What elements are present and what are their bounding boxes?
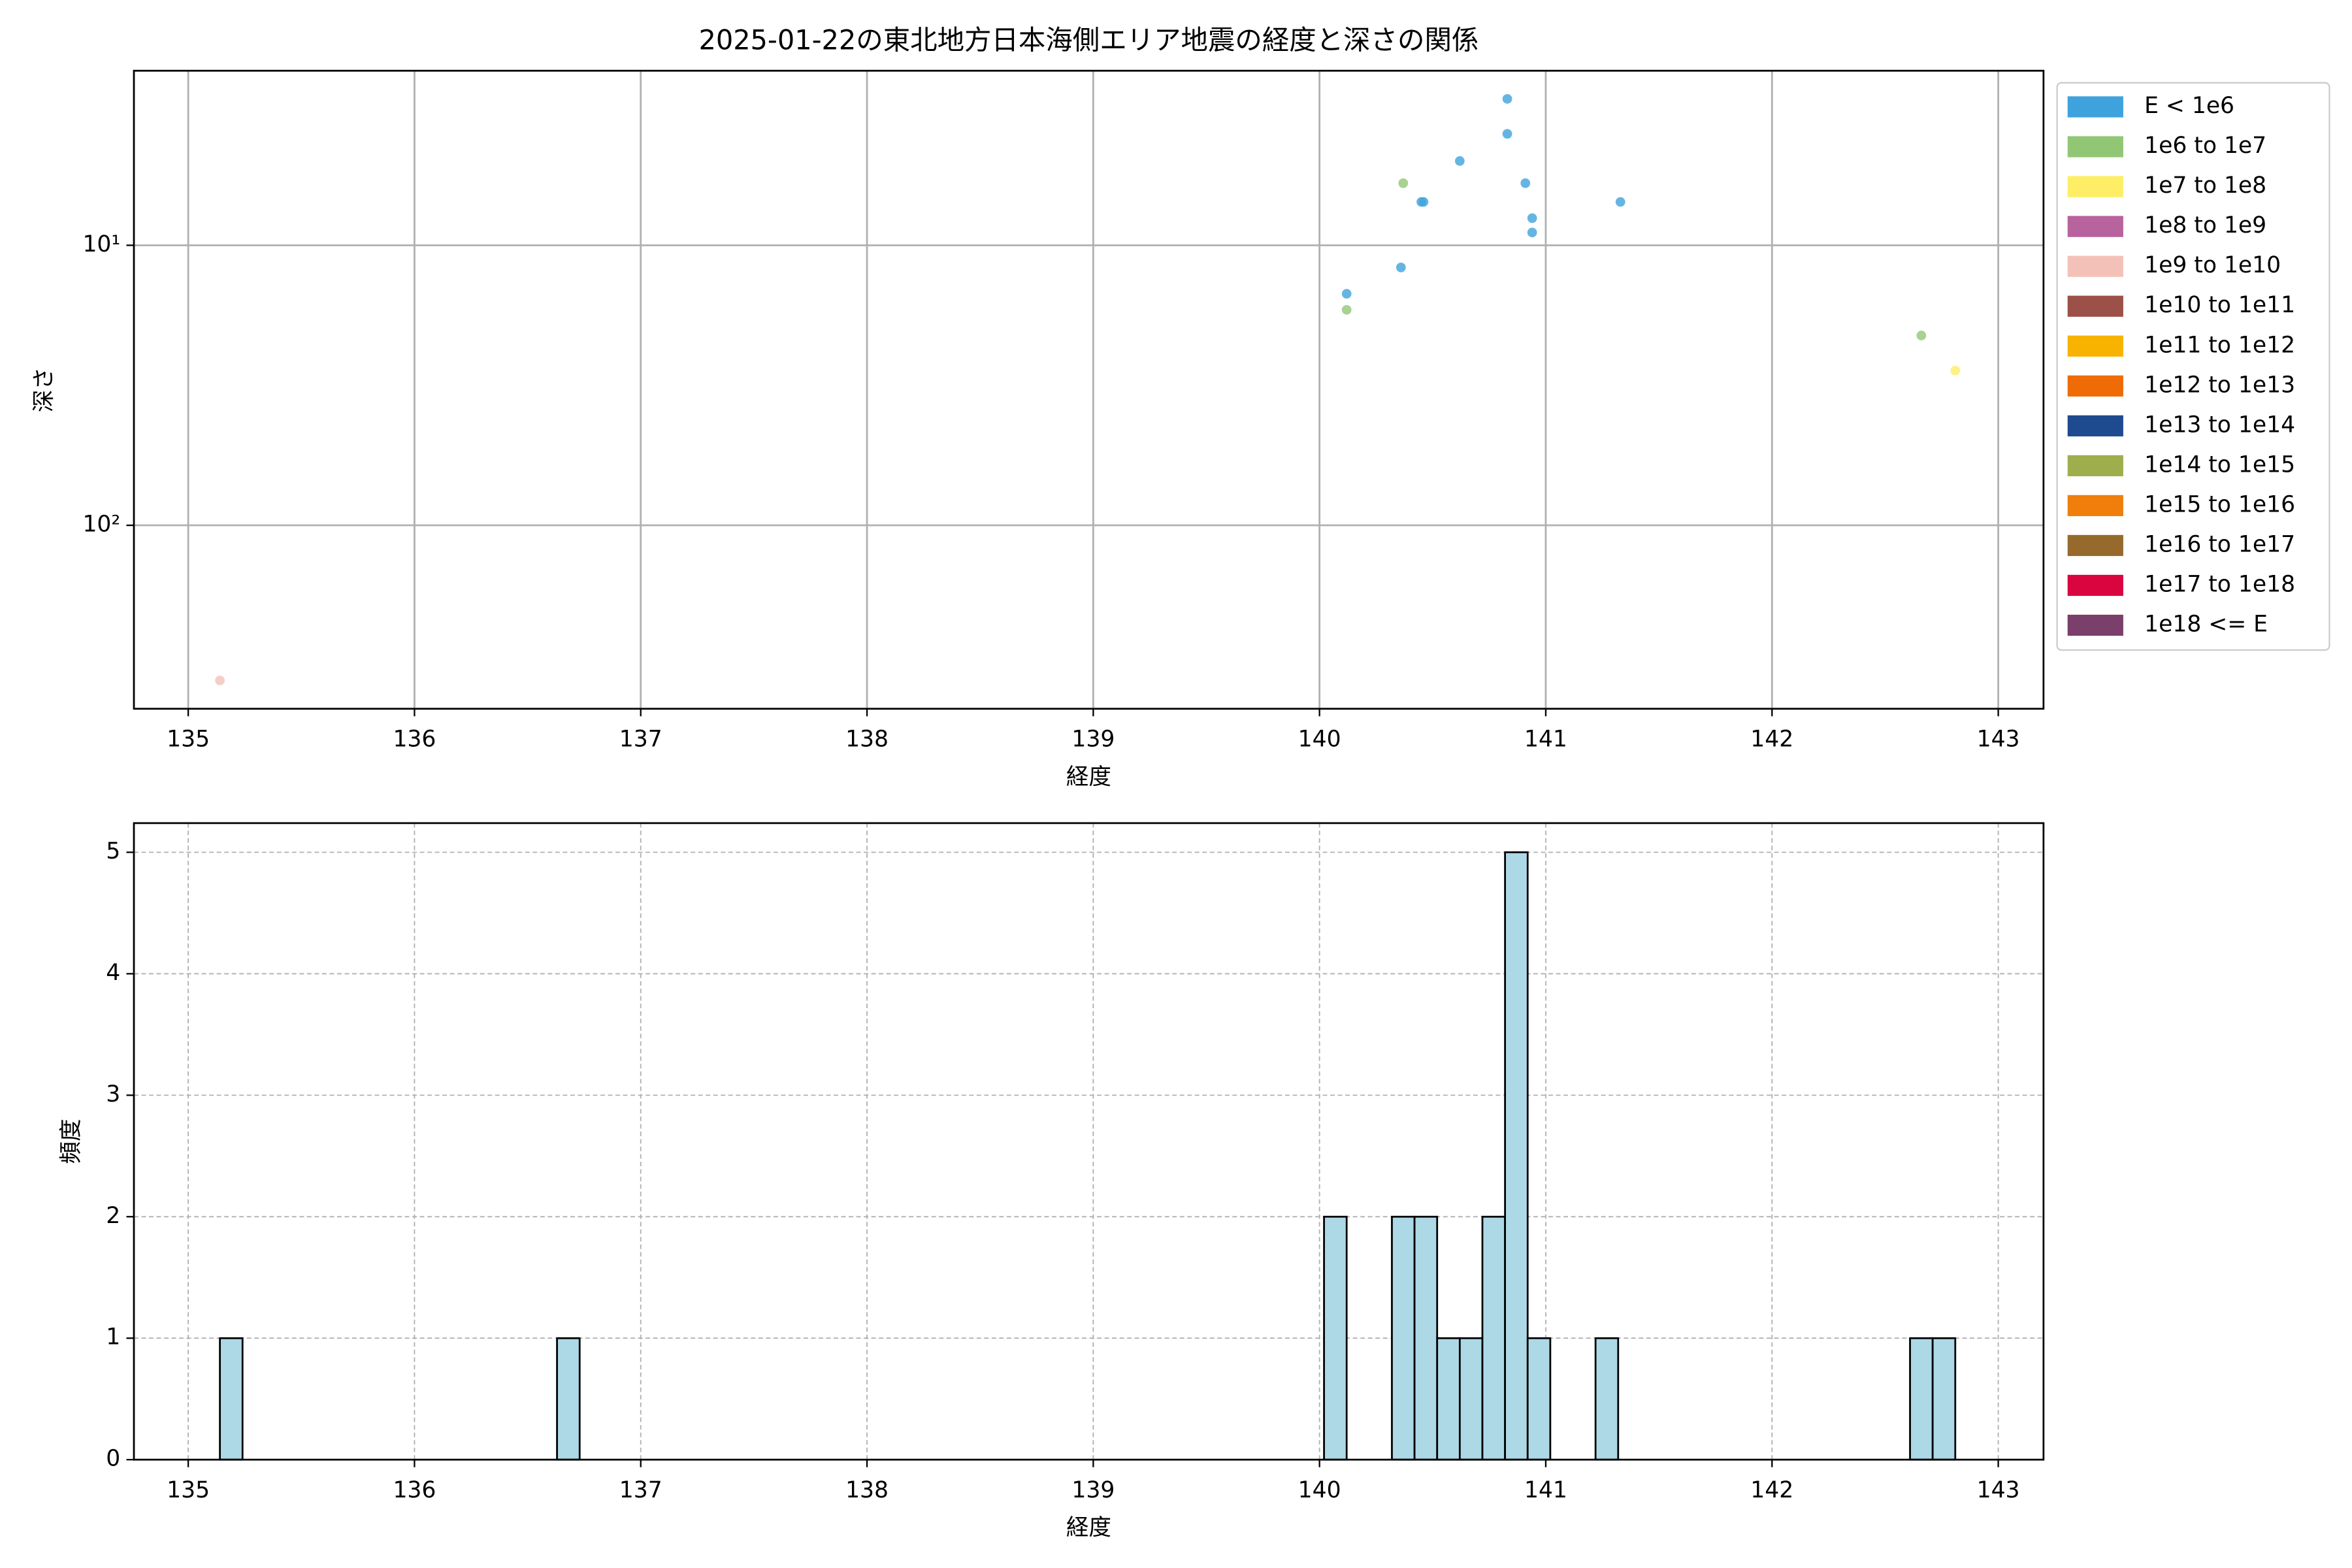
hist-bar (1436, 1337, 1461, 1461)
legend-swatch (2067, 495, 2123, 517)
legend-label: 1e7 to 1e8 (2144, 172, 2266, 199)
legend-box (2056, 82, 2330, 651)
legend-swatch (2067, 295, 2123, 317)
hist-bar (1931, 1337, 1957, 1461)
y-axis-label: 頻度 (58, 1119, 84, 1164)
point (215, 676, 225, 685)
x-axis-label: 経度 (1066, 1515, 1111, 1541)
legend-label: 1e13 to 1e14 (2144, 412, 2295, 438)
y-tick-label: 5 (106, 838, 120, 864)
x-axis-label: 経度 (1066, 764, 1111, 790)
y-tick-label: 3 (106, 1081, 120, 1107)
point (1520, 178, 1531, 188)
point (1502, 129, 1512, 139)
x-tick-label: 141 (1524, 727, 1567, 753)
legend-label: 1e10 to 1e11 (2144, 292, 2295, 318)
hist-bar (1481, 1215, 1506, 1461)
legend-label: 1e15 to 1e16 (2144, 491, 2295, 517)
hist-bar (1504, 851, 1529, 1461)
x-tick-label: 137 (619, 727, 662, 753)
y-tick-label: 10² (82, 512, 120, 538)
x-tick-label: 143 (1977, 1477, 2020, 1503)
legend-swatch (2067, 574, 2123, 596)
legend-swatch (2067, 96, 2123, 118)
x-tick-label: 143 (1977, 727, 2020, 753)
hist-bar (1909, 1337, 1934, 1461)
x-tick-label: 140 (1298, 1477, 1341, 1503)
hist-bar (219, 1337, 244, 1461)
legend-label: 1e6 to 1e7 (2144, 133, 2266, 159)
legend-swatch (2067, 375, 2123, 397)
point (1454, 156, 1465, 166)
legend-label: 1e14 to 1e15 (2144, 451, 2295, 478)
hist-bar (1458, 1337, 1484, 1461)
x-tick-label: 142 (1750, 1477, 1793, 1503)
y-axis-label: 深さ (31, 367, 57, 412)
x-tick-label: 140 (1298, 727, 1341, 753)
y-tick-label: 4 (106, 960, 120, 986)
x-tick-label: 136 (393, 1477, 436, 1503)
plot-frame (133, 822, 2045, 1461)
point (1341, 289, 1352, 299)
point (1950, 365, 1961, 376)
point (1398, 178, 1409, 188)
legend-label: 1e17 to 1e18 (2144, 571, 2295, 597)
legend-label: 1e16 to 1e17 (2144, 531, 2295, 557)
legend-label: 1e12 to 1e13 (2144, 372, 2295, 398)
point (1527, 213, 1537, 223)
x-tick-label: 136 (393, 727, 436, 753)
legend-swatch (2067, 335, 2123, 357)
legend-swatch (2067, 136, 2123, 157)
legend-swatch (2067, 255, 2123, 277)
x-tick-label: 138 (845, 1477, 889, 1503)
hist-bar (1413, 1215, 1439, 1461)
legend-swatch (2067, 176, 2123, 197)
hist-bar (556, 1337, 581, 1461)
legend-swatch (2067, 415, 2123, 436)
y-tick-label: 1 (106, 1324, 120, 1350)
plot-frame (133, 69, 2045, 710)
legend-label: 1e18 <= E (2144, 612, 2268, 638)
x-tick-label: 137 (619, 1477, 662, 1503)
x-tick-label: 142 (1750, 727, 1793, 753)
x-tick-label: 138 (845, 727, 889, 753)
point (1341, 304, 1352, 315)
y-tick-label: 2 (106, 1203, 120, 1229)
y-tick-label: 10¹ (82, 231, 120, 257)
point (1502, 93, 1512, 104)
point (1615, 197, 1625, 207)
legend-label: 1e11 to 1e12 (2144, 332, 2295, 358)
hist-bar (1594, 1337, 1620, 1461)
hist-bar (1526, 1337, 1552, 1461)
chart-title: 2025-01-22の東北地方日本海側エリア地震の経度と深さの関係 (698, 24, 1478, 56)
hist-bar (1391, 1215, 1416, 1461)
point (1418, 197, 1429, 207)
legend-swatch (2067, 455, 2123, 476)
y-tick-label: 0 (106, 1446, 120, 1472)
legend-swatch (2067, 614, 2123, 636)
legend-swatch (2067, 216, 2123, 237)
x-tick-label: 141 (1524, 1477, 1567, 1503)
x-tick-label: 139 (1071, 1477, 1115, 1503)
x-tick-label: 139 (1071, 727, 1115, 753)
point (1916, 331, 1927, 340)
legend-label: 1e9 to 1e10 (2144, 252, 2281, 278)
point (1396, 263, 1406, 272)
x-tick-label: 135 (167, 1477, 210, 1503)
legend-swatch (2067, 534, 2123, 557)
point (1527, 227, 1537, 238)
legend-label: 1e8 to 1e9 (2144, 212, 2266, 238)
x-tick-label: 135 (167, 727, 210, 753)
hist-bar (1323, 1215, 1348, 1461)
legend-label: E < 1e6 (2144, 93, 2234, 119)
